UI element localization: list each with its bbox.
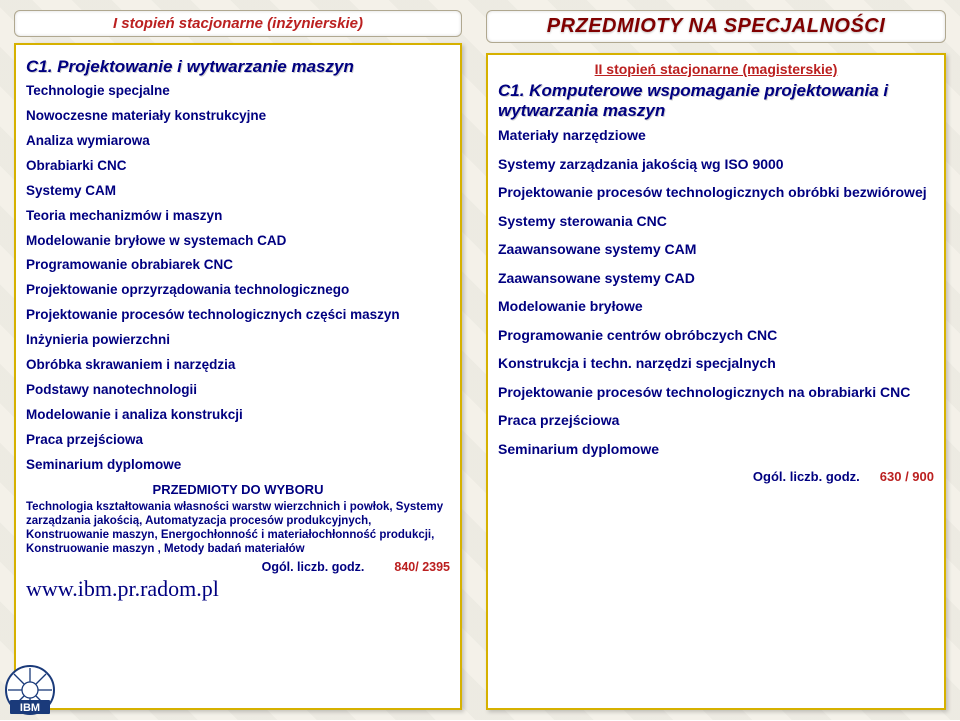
left-hours-row: Ogól. liczb. godz. 840/ 2395 (26, 560, 450, 574)
right-subject-item: Modelowanie bryłowe (498, 298, 934, 315)
right-subject-item: Programowanie centrów obróbczych CNC (498, 327, 934, 344)
left-subject-item: Programowanie obrabiarek CNC (26, 257, 450, 273)
right-main-title: PRZEDMIOTY NA SPECJALNOŚCI (497, 15, 935, 38)
left-hours-value: 840/ 2395 (394, 560, 450, 574)
right-subject-item: Praca przejściowa (498, 412, 934, 429)
left-subject-item: Projektowanie oprzyrządowania technologi… (26, 282, 450, 298)
left-hours-label: Ogól. liczb. godz. (262, 560, 365, 574)
svg-text:IBM: IBM (20, 702, 40, 714)
left-subject-item: Praca przejściowa (26, 432, 450, 448)
right-subject-item: Systemy zarządzania jakością wg ISO 9000 (498, 156, 934, 173)
right-subject-item: Zaawansowane systemy CAD (498, 270, 934, 287)
right-hours-row: Ogól. liczb. godz. 630 / 900 (498, 469, 934, 484)
right-column: PRZEDMIOTY NA SPECJALNOŚCI II stopień st… (486, 10, 946, 710)
two-column-layout: I stopień stacjonarne (inżynierskie) C1.… (0, 0, 960, 720)
right-subject-item: Konstrukcja i techn. narzędzi specjalnyc… (498, 355, 934, 372)
right-hours-value: 630 / 900 (880, 469, 934, 484)
right-hours-label: Ogól. liczb. godz. (753, 469, 860, 484)
right-subject-item: Projektowanie procesów technologicznych … (498, 184, 934, 201)
left-spec-title: C1. Projektowanie i wytwarzanie maszyn (26, 57, 450, 77)
left-subject-item: Technologie specjalne (26, 83, 450, 99)
left-subject-item: Obrabiarki CNC (26, 158, 450, 174)
website-url: www.ibm.pr.radom.pl (26, 576, 450, 602)
left-subject-item: Modelowanie i analiza konstrukcji (26, 407, 450, 423)
right-subject-item: Materiały narzędziowe (498, 127, 934, 144)
right-subject-item: Projektowanie procesów technologicznych … (498, 384, 934, 401)
left-subject-item: Teoria mechanizmów i maszyn (26, 208, 450, 224)
right-subject-list: Materiały narzędziowe Systemy zarządzania… (498, 127, 934, 457)
ibm-logo: IBM (4, 664, 56, 716)
left-subject-item: Projektowanie procesów technologicznych … (26, 307, 450, 323)
left-subject-item: Systemy CAM (26, 183, 450, 199)
left-level-header: I stopień stacjonarne (inżynierskie) (14, 10, 462, 37)
left-column: I stopień stacjonarne (inżynierskie) C1.… (14, 10, 462, 710)
right-main-header: PRZEDMIOTY NA SPECJALNOŚCI (486, 10, 946, 43)
right-level-sub: II stopień stacjonarne (magisterskie) (498, 61, 934, 77)
left-subject-item: Inżynieria powierzchni (26, 332, 450, 348)
right-spec-title: C1. Komputerowe wspomaganie projektowani… (498, 81, 934, 121)
left-level-title: I stopień stacjonarne (inżynierskie) (25, 15, 451, 32)
elective-header: PRZEDMIOTY DO WYBORU (26, 482, 450, 497)
right-panel: II stopień stacjonarne (magisterskie) C1… (486, 53, 946, 710)
left-subject-item: Analiza wymiarowa (26, 133, 450, 149)
left-panel: C1. Projektowanie i wytwarzanie maszyn T… (14, 43, 462, 710)
left-subject-item: Modelowanie bryłowe w systemach CAD (26, 233, 450, 249)
right-subject-item: Zaawansowane systemy CAM (498, 241, 934, 258)
left-subject-list: Technologie specjalne Nowoczesne materiał… (26, 83, 450, 473)
left-subject-item: Podstawy nanotechnologii (26, 382, 450, 398)
left-subject-item: Obróbka skrawaniem i narzędzia (26, 357, 450, 373)
right-subject-item: Systemy sterowania CNC (498, 213, 934, 230)
elective-text: Technologia kształtowania własności wars… (26, 500, 450, 556)
right-subject-item: Seminarium dyplomowe (498, 441, 934, 458)
left-subject-item: Nowoczesne materiały konstrukcyjne (26, 108, 450, 124)
left-subject-item: Seminarium dyplomowe (26, 457, 450, 473)
